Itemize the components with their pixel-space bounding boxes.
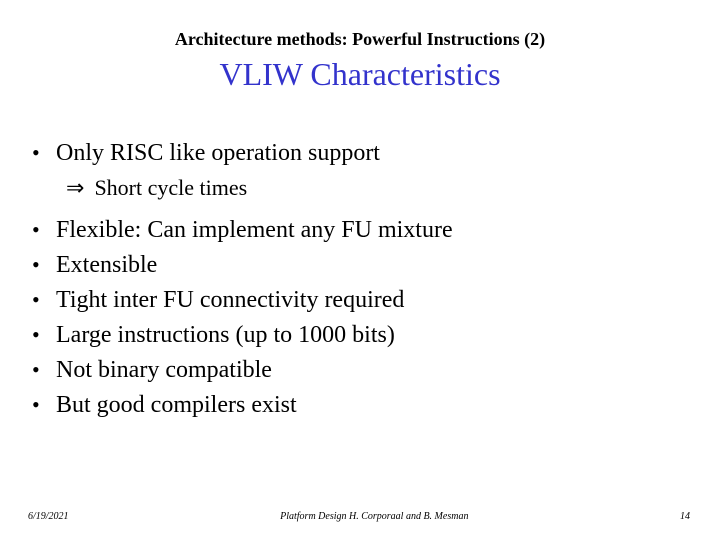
bullet-dot-icon: • (28, 252, 56, 278)
bullet-item: • Flexible: Can implement any FU mixture (28, 217, 692, 244)
bullet-item: • But good compilers exist (28, 392, 692, 419)
bullet-item: • Not binary compatible (28, 357, 692, 384)
bullet-item: • Only RISC like operation support (28, 140, 692, 167)
main-title: VLIW Characteristics (28, 55, 692, 93)
bullet-list: • Flexible: Can implement any FU mixture… (28, 217, 692, 419)
bullet-dot-icon: • (28, 392, 56, 418)
bullet-text: Flexible: Can implement any FU mixture (56, 217, 692, 244)
bullet-dot-icon: • (28, 357, 56, 383)
bullet-text: Not binary compatible (56, 357, 692, 384)
bullet-item: • Tight inter FU connectivity required (28, 287, 692, 314)
arrow-icon: ⇒ (66, 175, 84, 201)
footer-center: Platform Design H. Corporaal and B. Mesm… (69, 511, 680, 522)
footer-date: 6/19/2021 (28, 511, 69, 522)
footer-page-number: 14 (680, 511, 690, 522)
slide: Architecture methods: Powerful Instructi… (0, 0, 720, 540)
bullet-dot-icon: • (28, 287, 56, 313)
bullet-dot-icon: • (28, 217, 56, 243)
bullet-item: • Large instructions (up to 1000 bits) (28, 322, 692, 349)
bullet-text: Extensible (56, 252, 692, 279)
bullet-text: But good compilers exist (56, 392, 692, 419)
sub-bullet-text: Short cycle times (94, 175, 247, 201)
bullet-text: Only RISC like operation support (56, 140, 692, 167)
bullet-dot-icon: • (28, 140, 56, 166)
bullet-item: • Extensible (28, 252, 692, 279)
sup-title: Architecture methods: Powerful Instructi… (28, 28, 692, 51)
bullet-text: Large instructions (up to 1000 bits) (56, 322, 692, 349)
slide-footer: 6/19/2021 Platform Design H. Corporaal a… (0, 511, 720, 522)
bullet-dot-icon: • (28, 322, 56, 348)
bullet-text: Tight inter FU connectivity required (56, 287, 692, 314)
slide-content: • Only RISC like operation support ⇒ Sho… (28, 140, 692, 419)
sub-bullet-item: ⇒ Short cycle times (66, 175, 692, 201)
